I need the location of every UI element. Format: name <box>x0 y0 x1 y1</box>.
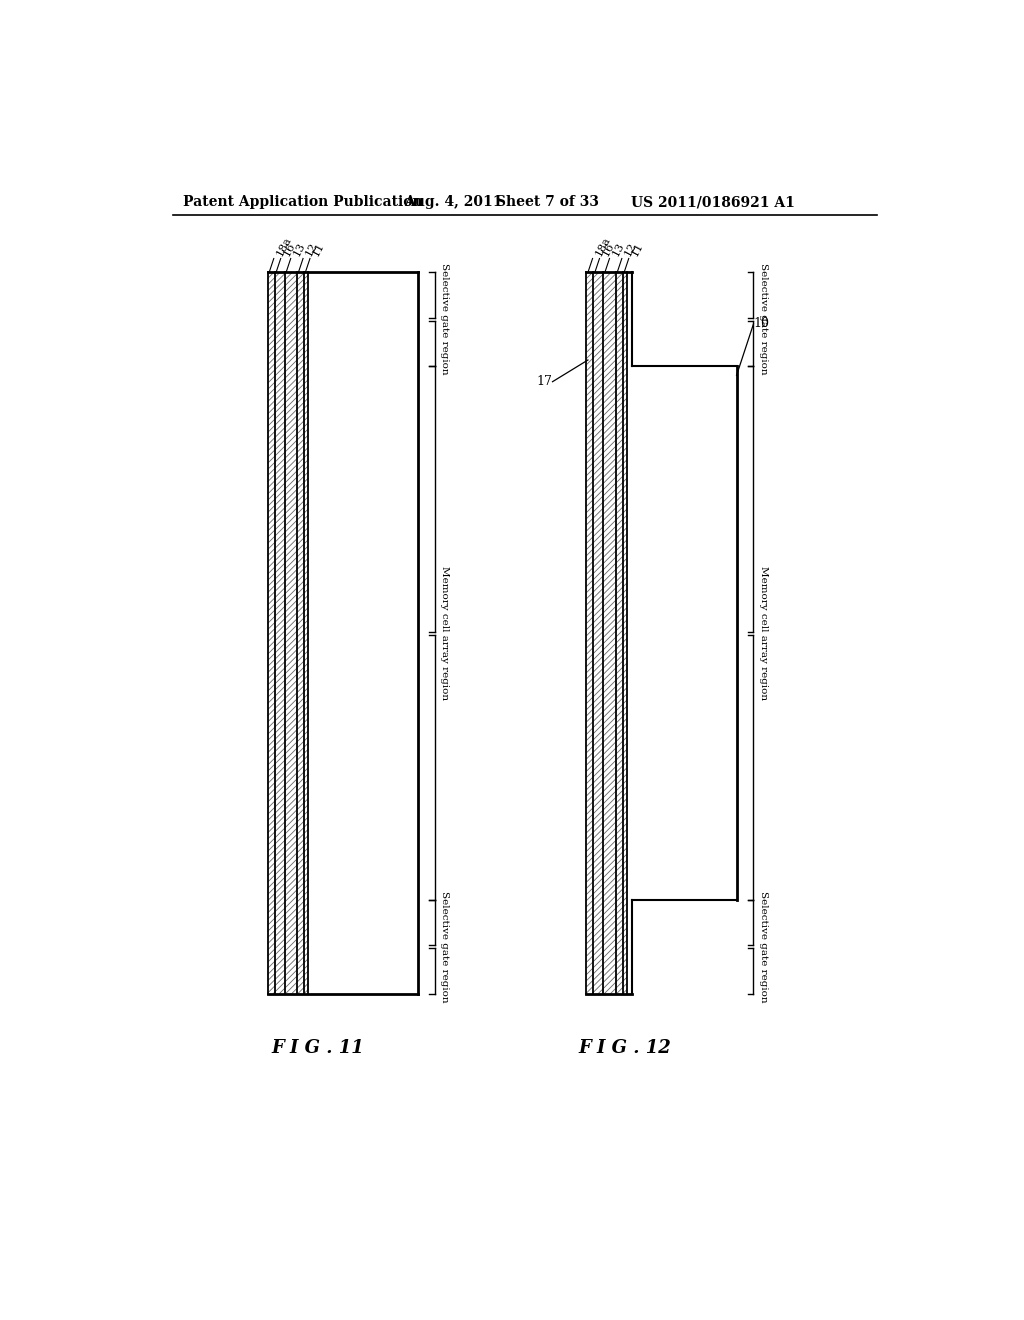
Text: Patent Application Publication: Patent Application Publication <box>183 195 423 210</box>
Bar <box>628 366 736 900</box>
Text: Selective gate region: Selective gate region <box>759 891 768 1003</box>
Text: Selective gate region: Selective gate region <box>440 264 450 375</box>
Text: 11: 11 <box>310 240 327 257</box>
Text: 16: 16 <box>282 240 297 257</box>
Bar <box>267 272 418 994</box>
Text: Sheet 7 of 33: Sheet 7 of 33 <box>497 195 599 210</box>
Text: Selective gate region: Selective gate region <box>440 891 450 1003</box>
Text: F I G . 12: F I G . 12 <box>579 1039 672 1057</box>
Text: 13: 13 <box>292 240 307 257</box>
Text: 18a: 18a <box>274 235 293 257</box>
Text: Memory cell array region: Memory cell array region <box>759 566 768 700</box>
Text: Memory cell array region: Memory cell array region <box>440 566 450 700</box>
Bar <box>628 900 632 994</box>
Bar <box>628 272 632 366</box>
Text: 16: 16 <box>600 240 615 257</box>
Text: 12: 12 <box>623 240 638 257</box>
Text: 11: 11 <box>630 240 645 257</box>
Bar <box>587 272 736 994</box>
Text: 18a: 18a <box>593 235 612 257</box>
Text: F I G . 11: F I G . 11 <box>271 1039 365 1057</box>
Text: 13: 13 <box>610 240 626 257</box>
Text: 10: 10 <box>754 317 769 330</box>
Text: US 2011/0186921 A1: US 2011/0186921 A1 <box>631 195 795 210</box>
Text: Selective gate region: Selective gate region <box>759 264 768 375</box>
Text: 12: 12 <box>304 240 319 257</box>
Text: 17: 17 <box>537 375 553 388</box>
Text: Aug. 4, 2011: Aug. 4, 2011 <box>403 195 503 210</box>
